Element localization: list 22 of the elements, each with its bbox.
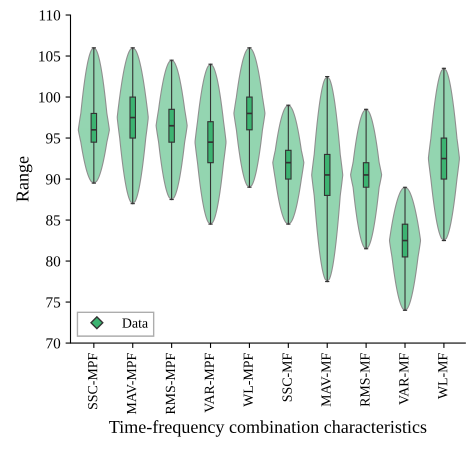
y-tick-label: 110: [40, 10, 60, 20]
x-tick-label: MAV-MF: [321, 353, 331, 406]
x-tick-label: VAR-MPF: [204, 353, 214, 413]
x-tick-label: SSC-MPF: [88, 353, 98, 409]
x-tick-label: VAR-MF: [399, 353, 409, 405]
x-tick-label: WL-MF: [438, 353, 448, 400]
y-tick-label: 85: [46, 215, 60, 226]
y-tick-label: 70: [46, 338, 60, 349]
x-tick-label: RMS-MF: [360, 353, 370, 406]
x-axis-title: Time-frequency combination characteristics: [109, 420, 426, 437]
y-tick-label: 105: [39, 51, 60, 62]
x-tick-label: MAV-MPF: [126, 353, 136, 414]
y-tick-label: 100: [39, 92, 60, 102]
y-tick-label: 80: [46, 256, 60, 267]
y-axis-title: Range: [16, 156, 32, 202]
x-tick-label: RMS-MPF: [166, 353, 176, 414]
x-tick-label: WL-MPF: [244, 353, 253, 407]
y-tick-label: 90: [46, 174, 60, 184]
x-tick-label: SSC-MF: [282, 353, 292, 402]
y-tick-label: 75: [46, 297, 60, 308]
legend-label: Data: [122, 318, 148, 328]
y-tick-label: 95: [46, 133, 60, 144]
